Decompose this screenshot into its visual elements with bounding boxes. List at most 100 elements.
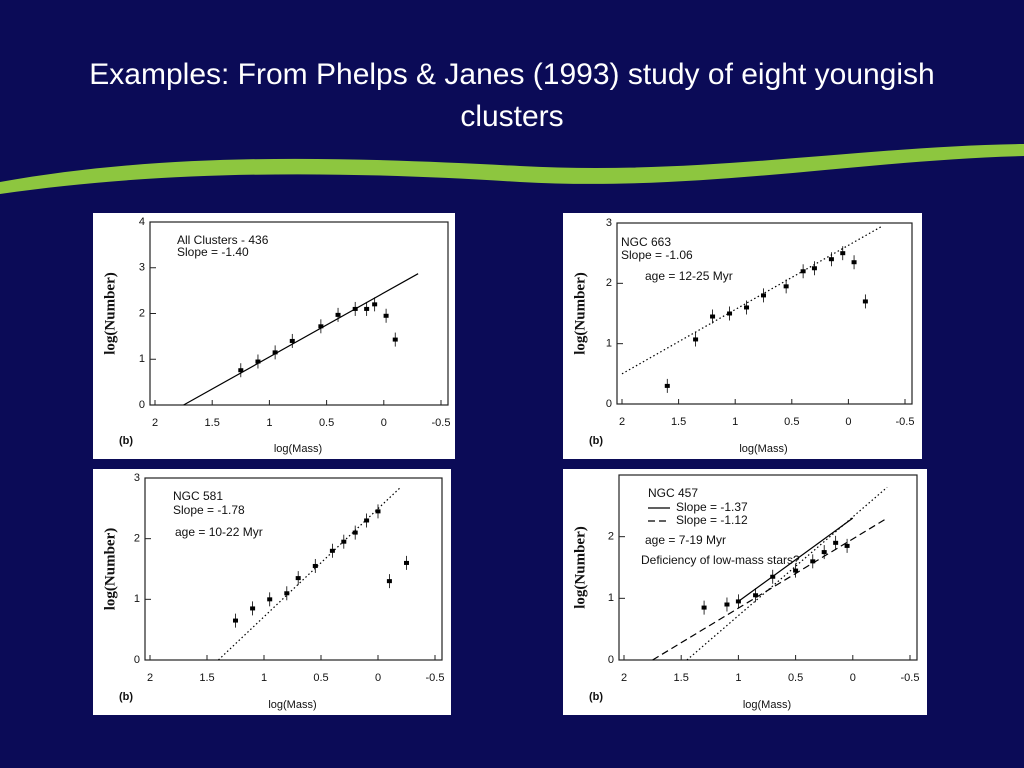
data-point — [352, 530, 358, 535]
fit-line — [183, 273, 419, 406]
y-tick-label: 3 — [134, 472, 140, 484]
x-tick-label: 0 — [381, 417, 387, 429]
annotation: Slope = -1.40 — [177, 245, 249, 259]
data-point — [318, 324, 324, 329]
data-point — [710, 314, 716, 319]
annotation: age = 10-22 Myr — [175, 525, 263, 539]
x-tick-label: 1.5 — [205, 417, 220, 429]
annotation: NGC 663 — [621, 235, 671, 249]
data-point — [295, 576, 301, 581]
annotation: All Clusters - 436 — [177, 233, 269, 247]
data-point — [289, 338, 295, 343]
plot-frame — [618, 474, 918, 661]
data-point — [811, 266, 817, 271]
data-point — [392, 337, 398, 342]
y-tick-label: 4 — [139, 216, 145, 228]
x-tick-label: 2 — [621, 672, 627, 684]
x-tick-label: 0 — [845, 416, 851, 428]
chart-panel: 2 1.5 1 0.5 0 -0.5 0 1 2 3 log(Mass) log(Number) (b)… — [93, 469, 451, 715]
data-point — [250, 606, 256, 611]
fit-line — [738, 517, 854, 602]
y-tick-label: 2 — [606, 277, 612, 289]
data-point — [844, 543, 850, 548]
data-point — [335, 312, 341, 317]
x-tick-label: 2 — [619, 416, 625, 428]
legend-entry: Slope = -1.12 — [676, 513, 748, 527]
data-point — [833, 540, 839, 545]
x-tick-label: 1.5 — [671, 416, 686, 428]
y-axis-label: log(Number) — [572, 526, 588, 609]
plot-frame — [616, 222, 913, 405]
data-point — [329, 548, 335, 553]
data-point — [828, 257, 834, 262]
y-tick-label: 0 — [134, 654, 140, 666]
fit-line — [217, 486, 402, 661]
data-point — [267, 597, 273, 602]
panel-label: (b) — [119, 691, 133, 703]
x-tick-label: 1 — [266, 417, 272, 429]
legend-entry: Slope = -1.37 — [676, 500, 748, 514]
y-tick-label: 2 — [139, 307, 145, 319]
x-tick-label: 0.5 — [784, 416, 799, 428]
green-swoosh — [0, 144, 1024, 194]
x-tick-label: -0.5 — [896, 416, 915, 428]
panel-label: (b) — [589, 435, 603, 447]
y-tick-label: 3 — [606, 217, 612, 229]
x-tick-label: 0.5 — [319, 417, 334, 429]
x-tick-label: 0.5 — [788, 672, 803, 684]
x-tick-label: 1.5 — [199, 672, 214, 684]
y-tick-label: 1 — [134, 593, 140, 605]
x-tick-label: 2 — [152, 417, 158, 429]
panel-label: (b) — [589, 691, 603, 703]
data-point — [255, 359, 261, 364]
data-point — [364, 306, 370, 311]
y-tick-label: 0 — [606, 398, 612, 410]
x-tick-label: 1 — [261, 672, 267, 684]
annotation-box: Deficiency of low-mass stars? — [641, 553, 800, 567]
data-point — [284, 591, 290, 596]
y-tick-label: 1 — [139, 353, 145, 365]
data-point — [233, 618, 238, 623]
x-tick-label: -0.5 — [426, 672, 445, 684]
annotation: age = 7-19 Myr — [645, 533, 726, 547]
y-axis-label: log(Number) — [572, 272, 588, 355]
x-axis-label: log(Mass) — [739, 443, 787, 455]
slide-title: Examples: From Phelps & Janes (1993) stu… — [89, 58, 935, 133]
data-point — [693, 337, 699, 342]
data-point — [386, 579, 392, 584]
x-axis-label: log(Mass) — [743, 699, 791, 711]
chart-panel: 2 1.5 1 0.5 0 -0.5 0 1 2 3 log(Mass) log(Number) (b)… — [563, 213, 922, 459]
y-tick-label: 0 — [139, 399, 145, 411]
y-tick-label: 2 — [134, 533, 140, 545]
data-point — [364, 518, 370, 523]
panel-label: (b) — [119, 435, 133, 447]
data-point — [727, 311, 733, 316]
x-tick-label: -0.5 — [432, 417, 451, 429]
chart-panel: 2 1.5 1 0.5 0 -0.5 0 1 2 log(Mass) log(Number) (b) N… — [563, 469, 927, 715]
chart-panel: 2 1.5 1 0.5 0 -0.5 0 1 2 3 4 log(Mass) log(Number) (b… — [93, 213, 455, 459]
data-point — [375, 509, 381, 514]
data-point — [372, 302, 378, 307]
x-axis-label: log(Mass) — [268, 699, 316, 711]
data-point — [821, 550, 827, 555]
data-point — [744, 305, 750, 310]
fit-line — [686, 486, 888, 661]
y-axis-label: log(Number) — [102, 272, 118, 355]
y-tick-label: 0 — [608, 654, 614, 666]
data-point — [238, 368, 244, 373]
data-point — [272, 350, 278, 355]
data-point — [753, 593, 759, 598]
x-tick-label: 1.5 — [674, 672, 689, 684]
x-tick-label: 0 — [375, 672, 381, 684]
data-point — [862, 299, 868, 304]
x-tick-label: 1 — [735, 672, 741, 684]
x-tick-label: 1 — [732, 416, 738, 428]
annotation: Deficiency of low-mass stars? — [641, 553, 800, 567]
data-point — [701, 605, 707, 610]
annotation: NGC 581 — [173, 489, 223, 503]
y-tick-label: 1 — [608, 592, 614, 604]
plot-frame — [144, 477, 443, 661]
data-point — [810, 559, 816, 564]
